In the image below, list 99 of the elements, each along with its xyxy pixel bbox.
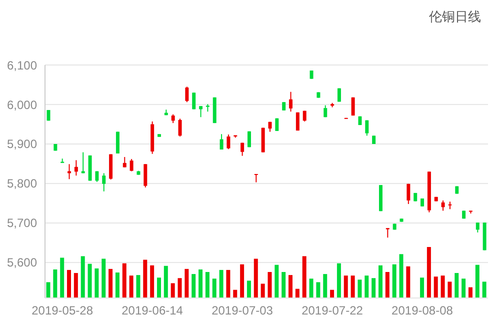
candlestick [81, 152, 85, 174]
bar [372, 278, 376, 298]
bar [205, 272, 210, 298]
candlestick [441, 200, 445, 212]
bar [406, 266, 410, 298]
bar [288, 275, 293, 298]
bar [295, 288, 300, 298]
bar [454, 273, 459, 298]
candlestick [406, 183, 410, 205]
candlestick [254, 173, 258, 183]
bar [192, 274, 196, 298]
candlestick [192, 92, 196, 110]
bar [316, 282, 320, 298]
bar [122, 263, 126, 298]
bar [274, 264, 279, 298]
bar [53, 269, 58, 298]
bar [268, 272, 272, 298]
bar [420, 278, 424, 298]
bar [440, 276, 445, 298]
bar [468, 287, 472, 298]
candlestick [240, 142, 244, 156]
bar [226, 270, 230, 298]
bar [448, 282, 452, 298]
bar [350, 276, 355, 298]
y-tick-label: 6,000 [6, 98, 38, 112]
candlestick [185, 86, 189, 103]
bar [336, 263, 341, 298]
bar [219, 270, 224, 298]
bar [143, 260, 148, 298]
candlestick [116, 131, 120, 154]
bar [67, 270, 72, 298]
bar [392, 264, 396, 298]
candlestick [289, 91, 293, 112]
bar [246, 280, 251, 298]
y-tick-label: 5,900 [6, 137, 38, 152]
candlestick [130, 158, 134, 172]
candlestick [476, 222, 480, 233]
bar [108, 268, 113, 298]
candlestick [386, 228, 390, 238]
bar [115, 272, 120, 298]
bar [80, 256, 85, 298]
bar [426, 247, 431, 298]
candlestick [275, 118, 279, 132]
bar [330, 290, 334, 298]
candlestick [220, 134, 224, 150]
candlestick [199, 106, 203, 118]
bar [385, 272, 390, 298]
x-tick-label: 2019-07-03 [212, 304, 274, 318]
bar [150, 265, 154, 298]
candlestick [74, 160, 78, 176]
candlestick [122, 156, 126, 168]
bar [74, 273, 78, 298]
bar [378, 265, 382, 298]
bar [344, 276, 348, 298]
x-tick-label: 2019-08-08 [392, 304, 454, 318]
chart-title: 伦铜日线 [429, 8, 481, 26]
y-tick-label: 5,700 [6, 216, 38, 230]
bar [323, 274, 328, 298]
bar [399, 254, 404, 298]
bar [156, 278, 161, 298]
y-tick-label: 5,800 [6, 176, 38, 191]
bar [358, 280, 362, 298]
bar [260, 284, 265, 298]
bar [482, 282, 486, 298]
candlestick [68, 164, 72, 180]
y-tick-label: 6,100 [6, 58, 38, 72]
bar [282, 272, 286, 298]
candlestick [178, 118, 182, 137]
bar [240, 264, 244, 298]
y-tick-label: 5,600 [6, 256, 38, 270]
bar [178, 278, 182, 298]
x-tick-label: 2019-06-14 [122, 304, 184, 318]
candlestick [226, 134, 230, 150]
bar [164, 266, 168, 298]
bar [475, 264, 480, 298]
bar [309, 278, 314, 298]
bar [94, 268, 99, 298]
candlestick [365, 120, 369, 136]
bar [212, 278, 216, 298]
bar [233, 290, 238, 298]
bar [136, 275, 140, 298]
candlestick [102, 172, 106, 192]
bar [46, 282, 50, 298]
bar [254, 258, 258, 298]
x-tick-label: 2019-07-22 [302, 304, 364, 318]
bar [60, 258, 64, 298]
x-tick-label: 2019-05-28 [32, 304, 94, 318]
bar [184, 268, 189, 298]
bar [88, 264, 92, 298]
bar [302, 256, 306, 298]
bar [462, 278, 466, 298]
candlestick [144, 164, 148, 188]
bar [198, 269, 203, 298]
bar [129, 276, 134, 298]
bar [434, 276, 438, 298]
bar [102, 258, 106, 298]
bar [170, 283, 175, 298]
candlestick [95, 170, 99, 182]
bar [364, 276, 369, 298]
